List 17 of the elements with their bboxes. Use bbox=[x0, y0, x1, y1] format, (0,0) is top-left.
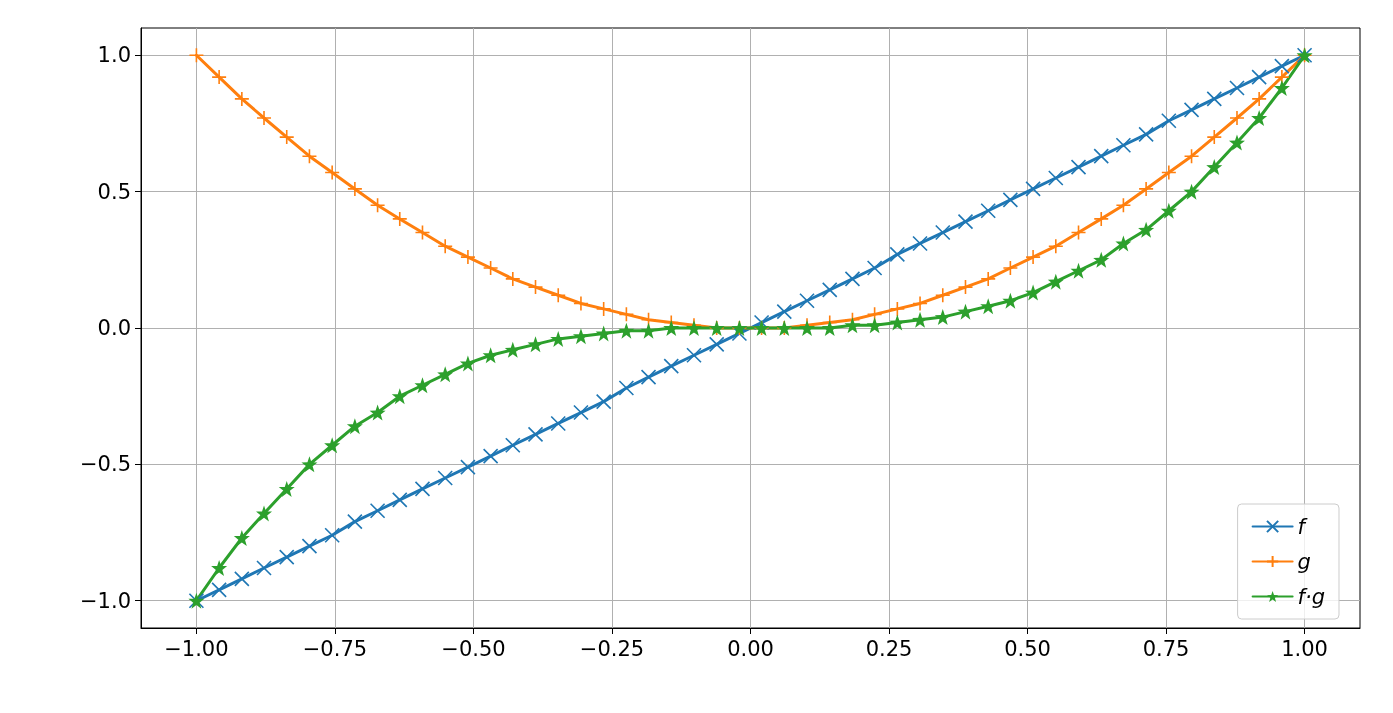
y-tick-label: −1.0 bbox=[80, 588, 131, 613]
legend-label: f·g bbox=[1297, 584, 1326, 609]
y-tick-label: 0.0 bbox=[97, 316, 131, 340]
x-tick-label: 0.75 bbox=[1142, 636, 1190, 661]
x-tick-label: 0.50 bbox=[1004, 636, 1051, 661]
x-tick-label: −0.25 bbox=[579, 636, 645, 661]
y-tick-label: −0.5 bbox=[80, 452, 131, 477]
x-tick-label: −1.00 bbox=[164, 636, 229, 661]
legend-label: f bbox=[1297, 514, 1309, 539]
x-tick-label: −0.75 bbox=[302, 636, 368, 661]
legend-label: g bbox=[1297, 549, 1311, 574]
x-tick-label: 1.00 bbox=[1281, 636, 1328, 661]
x-tick-label: −0.50 bbox=[441, 636, 506, 661]
y-tick-label: 0.5 bbox=[97, 179, 131, 204]
x-tick-label: 0.25 bbox=[865, 636, 913, 661]
x-tick-label: 0.00 bbox=[727, 636, 774, 661]
y-tick-label: 1.0 bbox=[97, 43, 131, 68]
